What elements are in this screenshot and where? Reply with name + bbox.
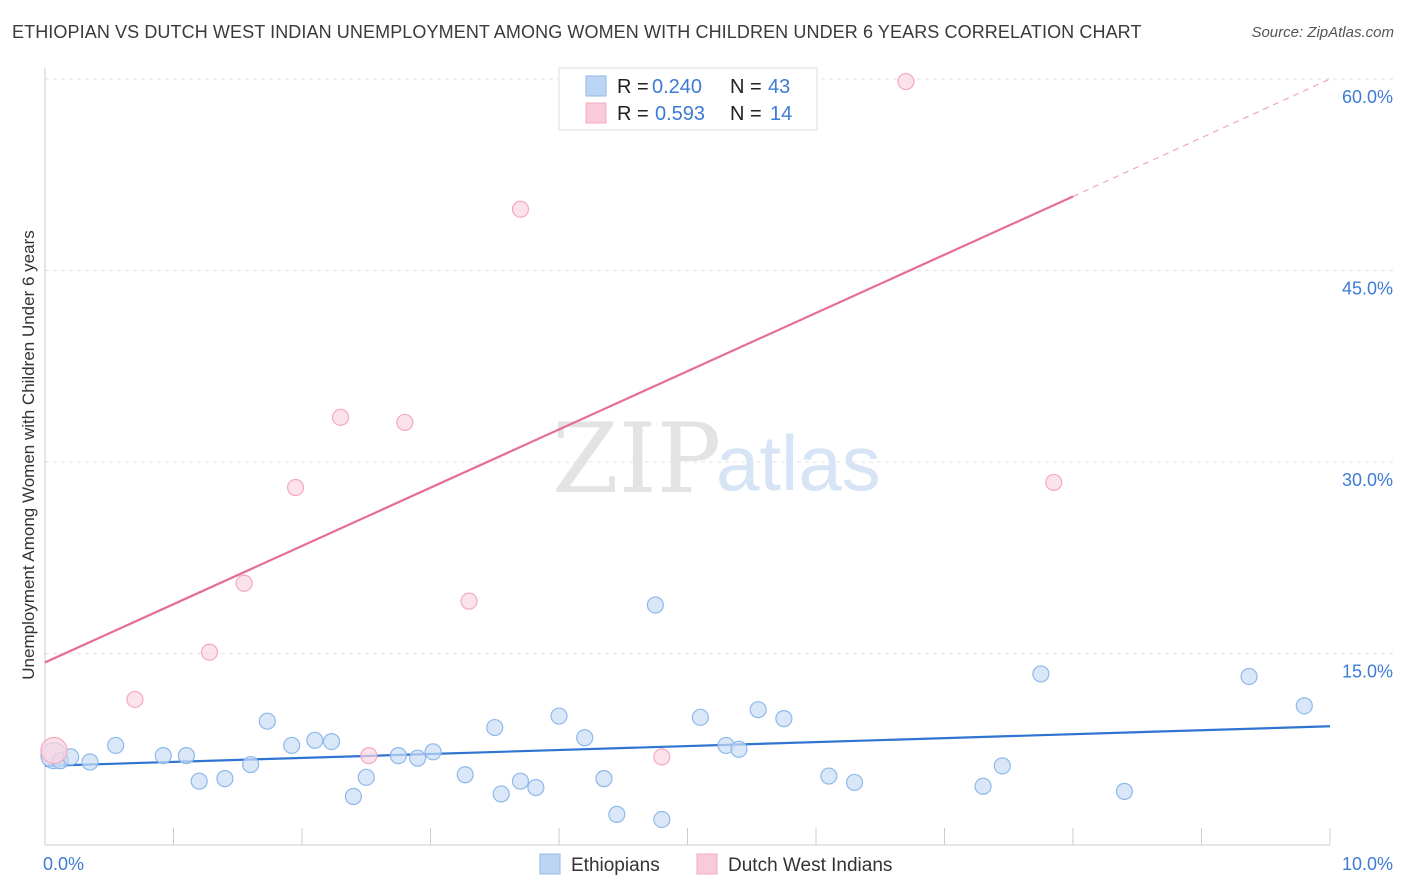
point-ethiopians [550,707,568,725]
y-tick-label: 30.0% [1342,470,1393,490]
bottom-legend-swatch-ethiopians [539,853,561,875]
point-dutch-west-indians [331,408,350,426]
point-ethiopians [749,701,767,719]
legend-n-label-2: N = [730,103,762,125]
bottom-legend-dutch: Dutch West Indians [728,855,892,876]
point-ethiopians [1032,665,1050,683]
watermark-atlas: atlas [716,419,881,507]
axes [44,68,1331,846]
point-ethiopians [424,743,442,761]
x-tick-label: 0.0% [43,854,84,874]
point-ethiopians [81,753,99,771]
y-tick-label: 15.0% [1342,662,1393,682]
point-ethiopians [527,778,545,797]
watermark-zip: ZIP [552,403,721,515]
point-ethiopians [258,712,276,730]
data-points [40,72,1313,829]
y-tick-label: 60.0% [1342,87,1393,107]
grid-lines [45,78,1395,654]
legend-r-value-1: 0.240 [652,76,702,98]
point-ethiopians [595,770,613,788]
x-tick-label: 10.0% [1342,854,1393,874]
point-ethiopians [322,732,341,751]
x-tick-labels: 0.0% 10.0% [43,854,1393,874]
point-ethiopians [456,766,474,784]
point-dutch-west-indians [897,72,915,91]
point-ethiopians [653,810,671,829]
point-dutch-west-indians [653,748,671,766]
bottom-legend: Ethiopians Dutch West Indians [539,853,892,876]
point-ethiopians [845,773,864,792]
legend-r-label-1: R = [617,76,649,98]
point-ethiopians [775,710,793,728]
point-ethiopians [177,747,195,765]
chart-title: ETHIOPIAN VS DUTCH WEST INDIAN UNEMPLOYM… [12,22,1142,42]
point-ethiopians [344,787,362,806]
point-dutch-west-indians [126,690,144,709]
legend-n-label-1: N = [730,76,762,98]
legend-swatch-dutch [585,102,607,124]
point-ethiopians [216,770,234,788]
point-dutch-west-indians [511,200,530,218]
point-dutch-west-indians [40,736,68,765]
y-tick-label: 45.0% [1342,279,1393,299]
point-ethiopians [1115,782,1134,800]
legend-n-value-2: 14 [770,103,792,125]
point-ethiopians [242,755,260,774]
point-dutch-west-indians [286,478,305,497]
point-ethiopians [306,731,324,749]
point-ethiopians [283,736,301,755]
legend-n-value-1: 43 [768,76,790,98]
legend: R = 0.240 N = 43 R = 0.593 N = 14 [558,67,818,131]
point-ethiopians [409,749,427,767]
trendline-dutch-extension [1072,78,1331,197]
point-ethiopians [608,805,626,823]
bottom-legend-swatch-dutch [696,853,718,875]
bottom-legend-ethiopians: Ethiopians [571,855,660,876]
point-ethiopians [730,740,748,758]
legend-r-label-2: R = [617,103,649,125]
point-dutch-west-indians [200,643,219,661]
legend-swatch-ethiopians [585,75,607,97]
point-ethiopians [993,757,1011,775]
trendlines [44,78,1331,767]
point-ethiopians [389,747,407,765]
watermark: ZIP atlas [552,403,881,515]
point-ethiopians [511,772,530,790]
legend-r-value-2: 0.593 [655,103,705,125]
point-dutch-west-indians [360,747,378,765]
trendline-ethiopians [44,725,1331,767]
trendline-dutch-west-indians [44,195,1074,664]
point-dutch-west-indians [396,413,414,432]
y-tick-labels: 15.0% 30.0% 45.0% 60.0% [1342,87,1393,682]
point-dutch-west-indians [460,592,478,610]
point-dutch-west-indians [1045,473,1063,492]
point-ethiopians [1295,697,1313,715]
point-ethiopians [1240,667,1258,686]
point-ethiopians [576,729,594,747]
point-ethiopians [107,736,125,755]
y-axis-label: Unemployment Among Women with Children U… [19,230,38,679]
point-ethiopians [154,747,172,765]
point-ethiopians [190,772,208,790]
point-ethiopians [974,777,992,795]
point-ethiopians [486,718,504,737]
source-label: Source: ZipAtlas.com [1251,24,1394,41]
point-ethiopians [646,596,664,614]
point-ethiopians [357,768,375,786]
point-ethiopians [691,708,709,726]
point-ethiopians [492,785,510,803]
point-ethiopians [820,767,838,785]
point-dutch-west-indians [235,574,253,592]
